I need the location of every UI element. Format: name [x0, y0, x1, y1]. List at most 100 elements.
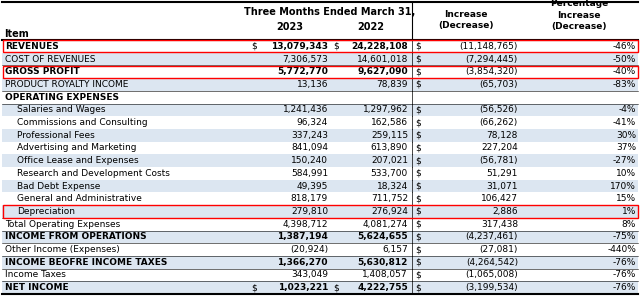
- Text: 96,324: 96,324: [297, 118, 328, 127]
- Bar: [2, 243, 638, 256]
- Bar: [3, 40, 637, 52]
- Bar: [2, 218, 638, 230]
- Text: -76%: -76%: [612, 271, 636, 279]
- Text: 15%: 15%: [616, 194, 636, 203]
- Text: 818,179: 818,179: [291, 194, 328, 203]
- Text: -75%: -75%: [612, 232, 636, 241]
- Text: 259,115: 259,115: [371, 131, 408, 140]
- Text: 4,081,274: 4,081,274: [363, 220, 408, 229]
- Text: 337,243: 337,243: [291, 131, 328, 140]
- Text: (3,854,320): (3,854,320): [465, 67, 518, 76]
- Text: (66,262): (66,262): [480, 118, 518, 127]
- Text: $: $: [415, 232, 420, 241]
- Text: Depreciation: Depreciation: [17, 207, 75, 216]
- Bar: [2, 53, 638, 65]
- Text: $: $: [415, 55, 420, 64]
- Text: (4,264,542): (4,264,542): [466, 258, 518, 267]
- Text: Professional Fees: Professional Fees: [17, 131, 95, 140]
- Text: REVENUES: REVENUES: [5, 42, 59, 51]
- Text: 31,071: 31,071: [486, 181, 518, 191]
- Text: 2,886: 2,886: [492, 207, 518, 216]
- Text: Office Lease and Expenses: Office Lease and Expenses: [17, 156, 139, 165]
- Text: 227,204: 227,204: [481, 143, 518, 152]
- Text: Increase
(Decrease): Increase (Decrease): [438, 10, 493, 30]
- Text: $: $: [415, 42, 420, 51]
- Text: Advertising and Marketing: Advertising and Marketing: [17, 143, 136, 152]
- Text: Research and Development Costs: Research and Development Costs: [17, 169, 170, 178]
- Text: $: $: [415, 245, 420, 254]
- Text: -50%: -50%: [612, 55, 636, 64]
- Text: (65,703): (65,703): [479, 80, 518, 89]
- Text: 150,240: 150,240: [291, 156, 328, 165]
- Bar: [2, 192, 638, 205]
- Text: 207,021: 207,021: [371, 156, 408, 165]
- Text: 4,222,755: 4,222,755: [357, 283, 408, 292]
- Text: 51,291: 51,291: [486, 169, 518, 178]
- Text: -27%: -27%: [612, 156, 636, 165]
- Text: 4,398,712: 4,398,712: [282, 220, 328, 229]
- Text: 841,094: 841,094: [291, 143, 328, 152]
- Text: 18,324: 18,324: [377, 181, 408, 191]
- Text: -83%: -83%: [612, 80, 636, 89]
- Text: 1,297,962: 1,297,962: [362, 105, 408, 114]
- Text: 711,752: 711,752: [371, 194, 408, 203]
- Text: $: $: [251, 283, 257, 292]
- Text: 343,049: 343,049: [291, 271, 328, 279]
- Text: (27,081): (27,081): [479, 245, 518, 254]
- Text: 78,839: 78,839: [376, 80, 408, 89]
- Text: $: $: [415, 131, 420, 140]
- Text: 1,408,057: 1,408,057: [362, 271, 408, 279]
- Text: $: $: [251, 42, 257, 51]
- Text: $: $: [415, 80, 420, 89]
- Text: (3,199,534): (3,199,534): [465, 283, 518, 292]
- Text: 170%: 170%: [610, 181, 636, 191]
- Text: $: $: [415, 67, 420, 76]
- Text: 5,772,770: 5,772,770: [277, 67, 328, 76]
- Text: 276,924: 276,924: [371, 207, 408, 216]
- Text: (7,294,445): (7,294,445): [466, 55, 518, 64]
- Bar: [2, 205, 638, 218]
- Bar: [2, 256, 638, 268]
- Text: 613,890: 613,890: [371, 143, 408, 152]
- Bar: [2, 78, 638, 91]
- Bar: [3, 66, 637, 78]
- Text: Commissions and Consulting: Commissions and Consulting: [17, 118, 148, 127]
- Text: $: $: [333, 283, 339, 292]
- Text: Percentage
Increase
(Decrease): Percentage Increase (Decrease): [550, 0, 608, 31]
- Text: (20,924): (20,924): [290, 245, 328, 254]
- Text: $: $: [415, 143, 420, 152]
- Bar: [2, 142, 638, 154]
- Bar: [2, 103, 638, 116]
- Text: 162,586: 162,586: [371, 118, 408, 127]
- Text: -440%: -440%: [607, 245, 636, 254]
- Bar: [2, 91, 638, 103]
- Text: $: $: [415, 283, 420, 292]
- Text: 14,601,018: 14,601,018: [356, 55, 408, 64]
- Text: $: $: [415, 118, 420, 127]
- Text: 279,810: 279,810: [291, 207, 328, 216]
- Text: NET INCOME: NET INCOME: [5, 283, 68, 292]
- Text: 49,395: 49,395: [296, 181, 328, 191]
- Text: 2023: 2023: [276, 22, 303, 32]
- Bar: [2, 129, 638, 142]
- Bar: [2, 230, 638, 243]
- Text: Income Taxes: Income Taxes: [5, 271, 66, 279]
- Text: 5,630,812: 5,630,812: [358, 258, 408, 267]
- Text: 584,991: 584,991: [291, 169, 328, 178]
- Text: 1,023,221: 1,023,221: [278, 283, 328, 292]
- Text: 1,366,270: 1,366,270: [278, 258, 328, 267]
- Text: $: $: [415, 181, 420, 191]
- Text: Three Months Ended March 31,: Three Months Ended March 31,: [244, 7, 415, 17]
- Text: 317,438: 317,438: [481, 220, 518, 229]
- Bar: [3, 206, 637, 217]
- Text: 7,306,573: 7,306,573: [282, 55, 328, 64]
- Text: (1,065,008): (1,065,008): [465, 271, 518, 279]
- Text: -41%: -41%: [612, 118, 636, 127]
- Text: -46%: -46%: [612, 42, 636, 51]
- Bar: [2, 281, 638, 294]
- Bar: [2, 40, 638, 53]
- Text: $: $: [415, 258, 420, 267]
- Text: -76%: -76%: [612, 283, 636, 292]
- Text: 2022: 2022: [358, 22, 385, 32]
- Text: $: $: [415, 194, 420, 203]
